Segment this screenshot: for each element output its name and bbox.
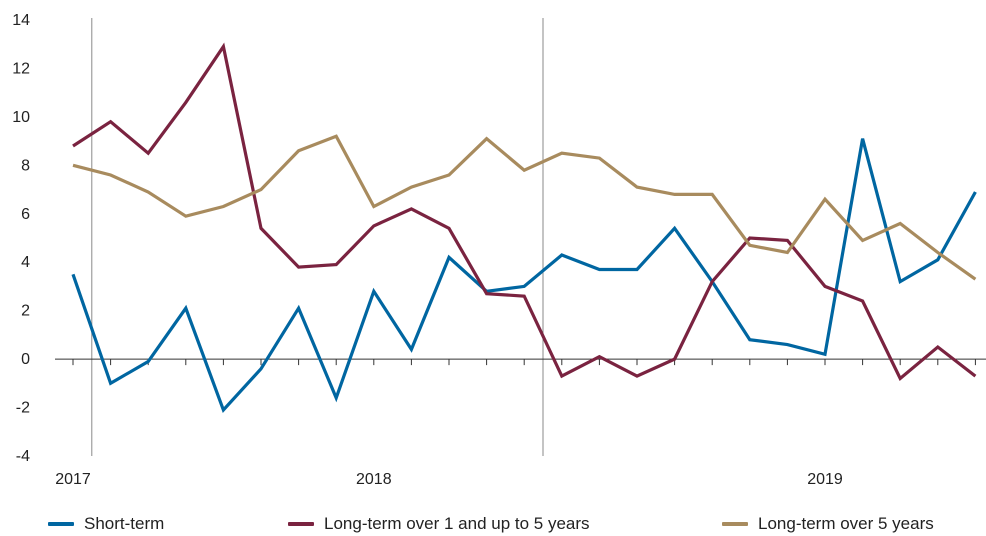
legend-item-long-term-1-5: Long-term over 1 and up to 5 years — [288, 512, 590, 536]
y-tick-label-0: -4 — [16, 448, 30, 465]
x-year-label-0: 2017 — [55, 471, 91, 488]
legend-label-long-term-1-5: Long-term over 1 and up to 5 years — [324, 514, 590, 533]
y-tick-label-7: 10 — [12, 109, 30, 126]
series-line-0 — [71, 138, 977, 414]
legend-label-short-term: Short-term — [84, 514, 165, 533]
year-separators — [91, 18, 544, 456]
legend: Short-term Long-term over 1 and up to 5 … — [0, 512, 986, 536]
series-lines — [71, 42, 977, 414]
y-axis: -4 -2 0 2 4 6 8 10 12 14 — [12, 12, 30, 465]
y-tick-label-5: 6 — [21, 206, 30, 223]
legend-item-long-term-over-5: Long-term over 5 years — [722, 512, 934, 536]
series-line-2 — [72, 134, 977, 281]
legend-item-short-term: Short-term — [48, 512, 164, 536]
y-tick-label-9: 14 — [12, 12, 30, 29]
x-axis: 2017 2018 2019 — [55, 358, 986, 488]
legend-swatch-short-term — [48, 522, 74, 526]
x-year-label-1: 2018 — [356, 471, 392, 488]
y-tick-label-1: -2 — [16, 400, 30, 417]
line-chart: -4 -2 0 2 4 6 8 10 12 14 2017 2018 2019 — [12, 12, 986, 488]
y-tick-label-3: 2 — [21, 303, 30, 320]
y-tick-label-4: 4 — [21, 254, 30, 271]
y-tick-label-8: 12 — [12, 60, 30, 77]
legend-swatch-long-term-over-5 — [722, 522, 748, 526]
x-year-label-2: 2019 — [807, 471, 843, 488]
y-tick-label-2: 0 — [21, 351, 30, 368]
y-tick-label-6: 8 — [21, 157, 30, 174]
legend-label-long-term-over-5: Long-term over 5 years — [758, 514, 934, 533]
legend-swatch-long-term-1-5 — [288, 522, 314, 526]
series-line-1 — [72, 42, 977, 382]
